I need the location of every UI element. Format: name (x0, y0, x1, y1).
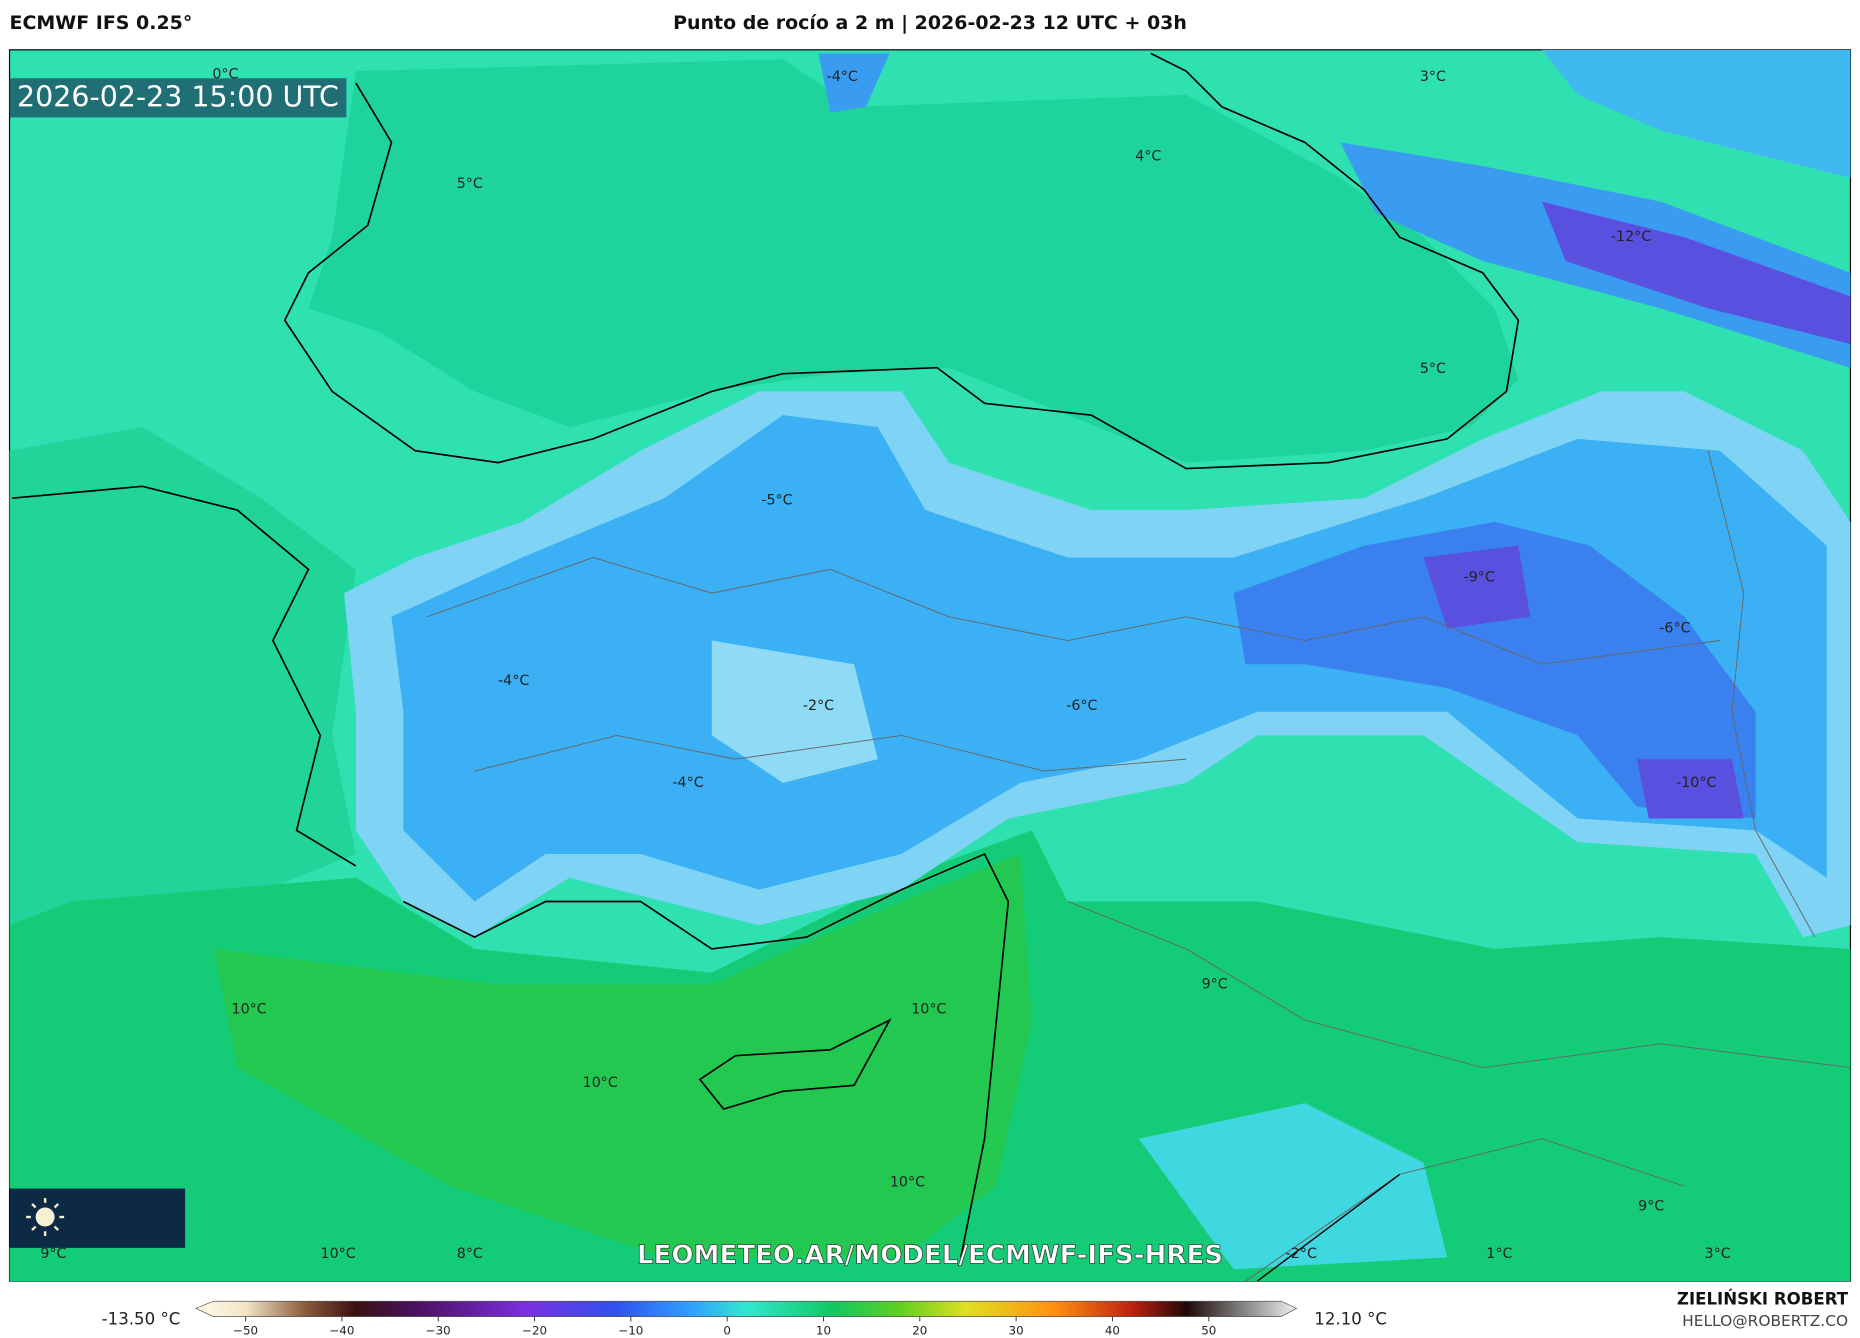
contour-label: -2°C (803, 698, 834, 714)
colorbar-max: 12.10 °C (1314, 1310, 1387, 1329)
contour-label: 10°C (232, 1001, 267, 1017)
contour-label: 9°C (1638, 1198, 1664, 1214)
colorbar (194, 1300, 1298, 1318)
colorbar-tick-label: 50 (1201, 1323, 1216, 1337)
contour-label: 3°C (1705, 1246, 1731, 1262)
contour-label: -6°C (1066, 698, 1097, 714)
colorbar-tick-label: −40 (329, 1323, 354, 1337)
author: ZIELIŃSKI ROBERT (1677, 1290, 1849, 1309)
colorbar-tick-label: −20 (522, 1323, 547, 1337)
contour-label: -12°C (1611, 229, 1651, 245)
contour-label: 10°C (890, 1175, 925, 1191)
colorbar-tick-label: 40 (1105, 1323, 1120, 1337)
contour-label: -4°C (672, 775, 703, 791)
logo (9, 1188, 186, 1248)
contour-label: 5°C (457, 176, 483, 192)
contour-label: 9°C (1202, 977, 1228, 993)
contour-label: -6°C (1659, 621, 1690, 637)
colorbar-tick-label: 20 (912, 1323, 927, 1337)
contour-label: 8°C (457, 1246, 483, 1262)
map (8, 49, 1852, 1282)
contour-label: -5°C (761, 493, 792, 509)
contour-label: 10°C (911, 1001, 946, 1017)
colorbar-ticks: −50 −40 −30 −20 −10 0 10 20 30 40 50 (233, 1316, 1216, 1337)
contour-labels: 0°C -4°C 3°C4°C5°C-12°C5°C-5°C-9°C-6°C-4°C… (40, 67, 1730, 1262)
contour-label: 9°C (40, 1246, 66, 1262)
contour-label: -4°C (827, 69, 858, 85)
email: HELLO@ROBERTZ.CO (1682, 1312, 1848, 1330)
contour-label: 4°C (1135, 149, 1161, 165)
contour-label: -2°C (1286, 1246, 1317, 1262)
timestamp-box (9, 78, 347, 118)
timestamp: 2026-02-23 15:00 UTC (17, 80, 339, 113)
colorbar-min: -13.50 °C (102, 1310, 181, 1329)
contour-label: -4°C (498, 673, 529, 689)
colorbar-tick-label: −10 (618, 1323, 643, 1337)
map-title: Punto de rocío a 2 m | 2026-02-23 12 UTC… (673, 12, 1187, 34)
model-label: ECMWF IFS 0.25° (10, 12, 193, 34)
contour-label: 5°C (1420, 361, 1446, 377)
watermark: LEOMETEO.AR/MODEL/ECMWF-IFS-HRES (637, 1241, 1223, 1271)
colorbar-tick-label: 10 (816, 1323, 831, 1337)
contour-label: 3°C (1420, 69, 1446, 85)
contour-label: 1°C (1486, 1246, 1512, 1262)
contour-label: -10°C (1676, 775, 1716, 791)
contour-label: -9°C (1464, 570, 1495, 586)
contour-label: 10°C (321, 1246, 356, 1262)
colorbar-tick-label: −30 (426, 1323, 451, 1337)
colorbar-tick-label: −50 (233, 1323, 258, 1337)
colorbar-tick-label: 0 (723, 1323, 731, 1337)
colorbar-tick-label: 30 (1009, 1323, 1024, 1337)
contour-label: 10°C (583, 1075, 618, 1091)
